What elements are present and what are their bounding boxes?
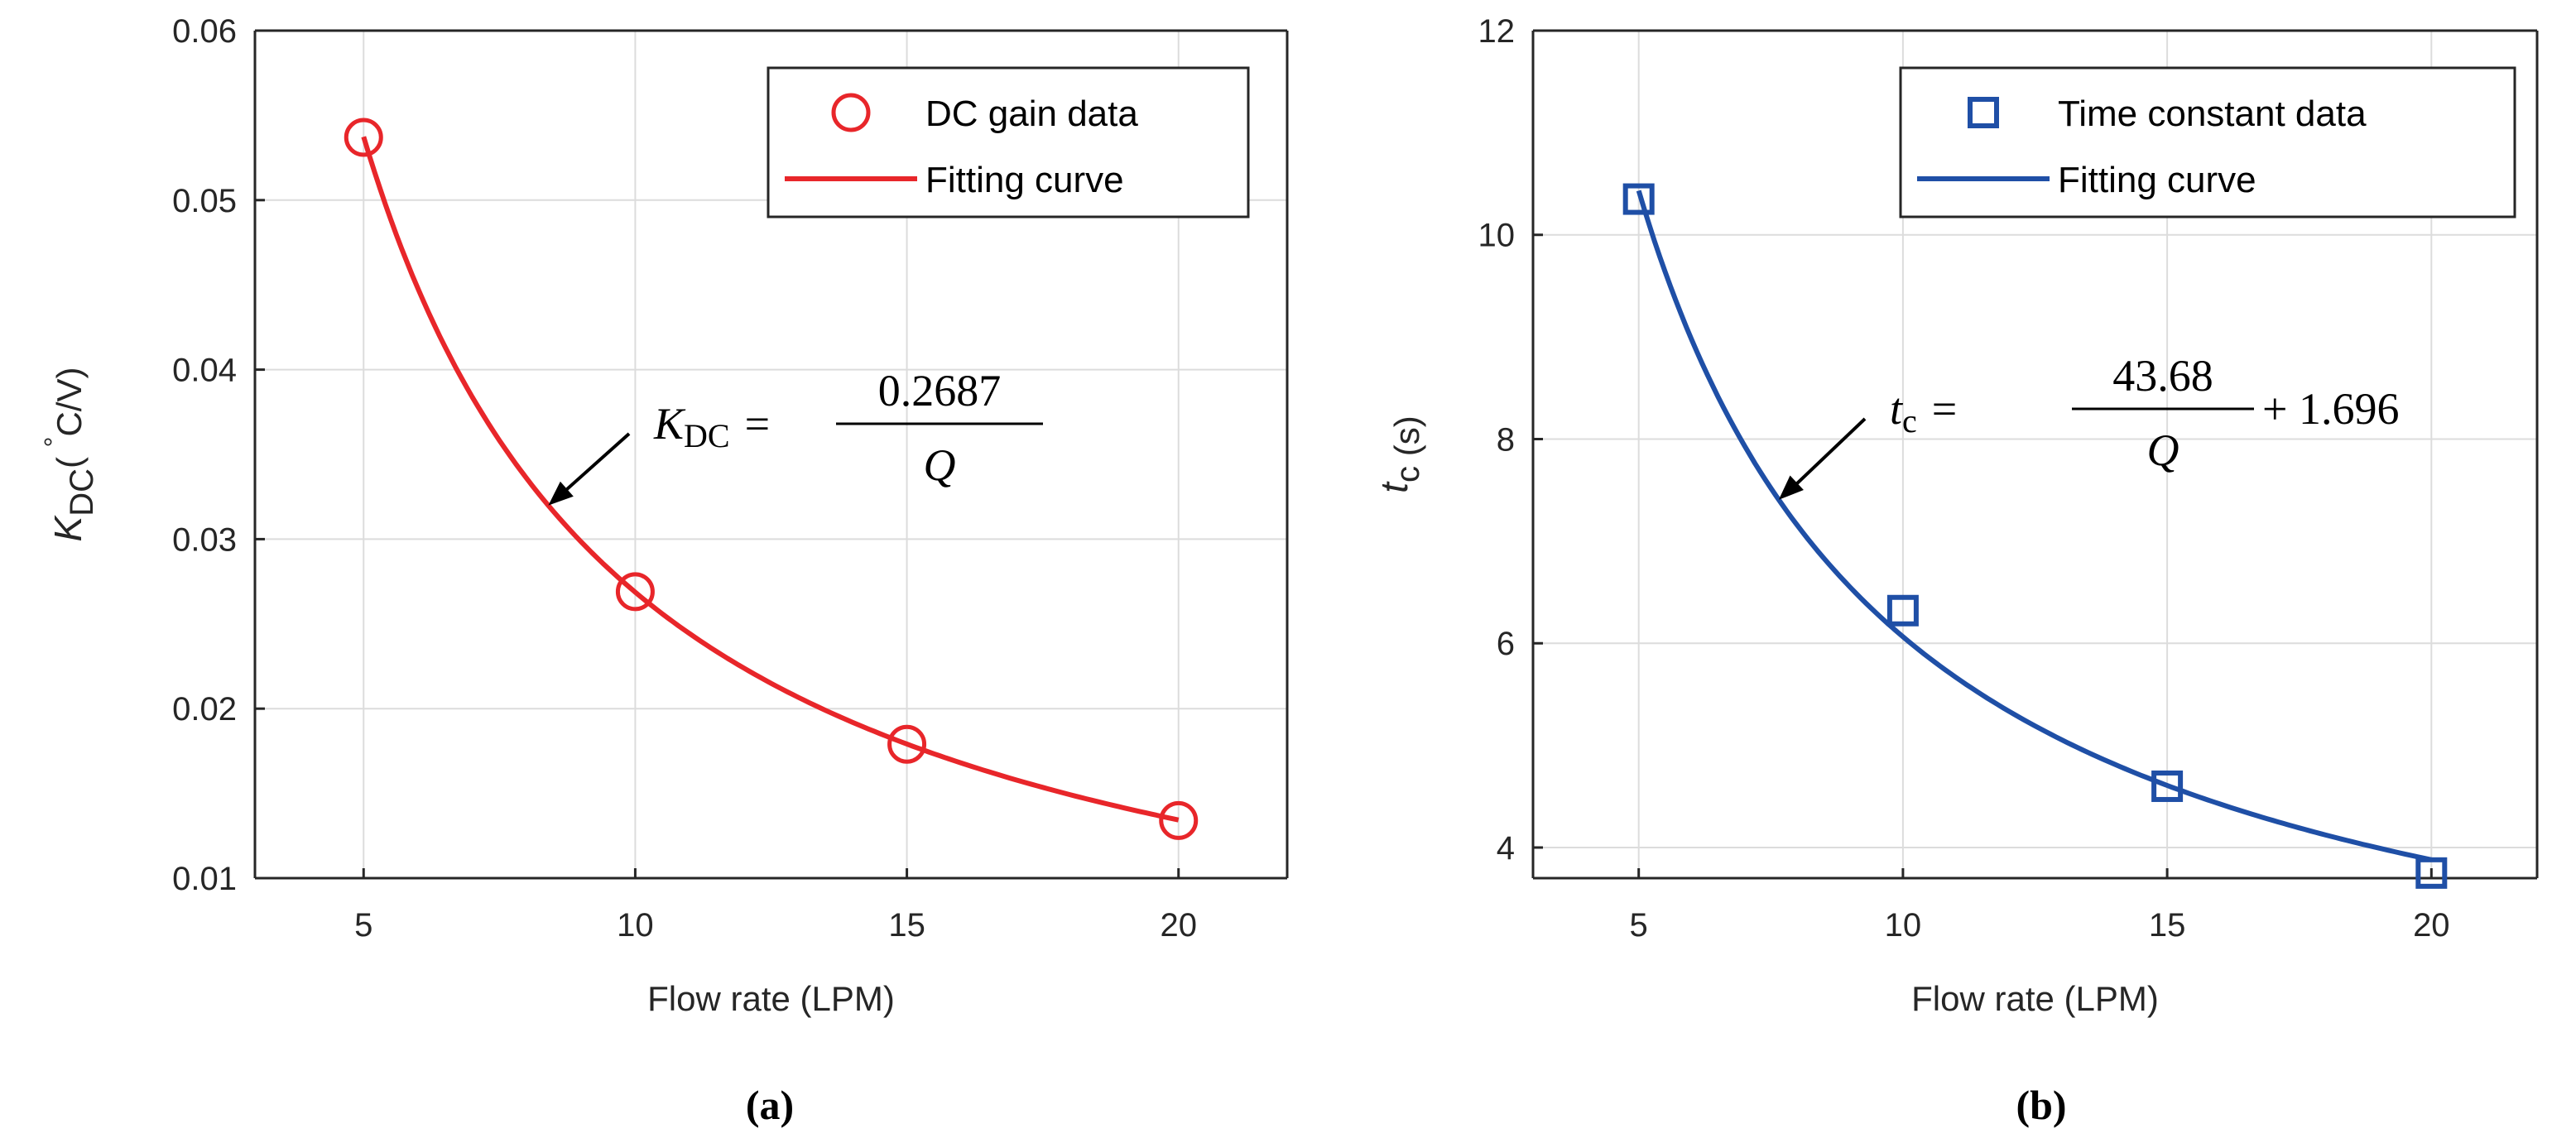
annotation-arrow-line — [559, 432, 631, 497]
equation-numerator: 43.68 — [2112, 351, 2213, 401]
y-axis-label: KDC( °C/V) — [39, 367, 100, 542]
fit-equation: tc = 43.68 Q + 1.696 — [1890, 351, 2399, 475]
legend-label: Fitting curve — [925, 160, 1124, 200]
annotation-arrow-head — [1778, 475, 1804, 500]
y-tick-label: 0.02 — [172, 691, 237, 728]
chart-a: 5 10 15 20 0.01 0.02 0.03 0.04 0.05 0.06 Flow rate… — [39, 13, 1289, 1128]
y-tick-label: 0.04 — [172, 353, 237, 389]
data-point — [615, 572, 655, 612]
legend-box — [767, 66, 1250, 219]
x-tick-label: 15 — [888, 907, 925, 944]
x-tick-label: 10 — [1885, 907, 1922, 944]
annotation-arrow-line — [1789, 417, 1867, 492]
y-tick-label: 0.03 — [172, 521, 237, 558]
y-label-unit: C/V) — [50, 367, 89, 437]
data-point — [1886, 594, 1919, 627]
x-tick-label: 20 — [2413, 907, 2450, 944]
y-axis-label: tc (s) — [1372, 415, 1426, 492]
fit-equation: KDC = 0.2687 Q — [653, 366, 1043, 490]
equation-subscript: DC — [684, 417, 730, 454]
y-tick-label: 0.01 — [172, 861, 237, 897]
y-tick-label: 6 — [1497, 626, 1515, 662]
legend-label: DC gain data — [925, 94, 1138, 134]
equation-subscript: c — [1902, 402, 1917, 439]
data-point — [1159, 800, 1199, 840]
equation-equals: = — [1932, 384, 1957, 434]
fitting-curve — [361, 136, 1180, 823]
legend-label: Time constant data — [2058, 94, 2367, 134]
y-label-unit: (s) — [1387, 415, 1426, 466]
x-axis-label: Flow rate (LPM) — [1911, 979, 2159, 1018]
equation-lhs: tc = — [1890, 384, 1957, 439]
y-label-unit-prefix: ( — [50, 447, 89, 468]
panel-caption: (b) — [2016, 1082, 2066, 1128]
legend-marker-square — [1968, 97, 1999, 128]
equation-equals: = — [745, 399, 770, 449]
equation-denominator: Q — [2147, 425, 2180, 475]
equation-tail: + 1.696 — [2262, 384, 2399, 434]
y-tick-label: 10 — [1478, 218, 1516, 254]
data-point — [1622, 183, 1655, 215]
x-axis-label: Flow rate (LPM) — [647, 979, 895, 1018]
x-tick-label: 5 — [354, 907, 372, 944]
data-point — [344, 118, 383, 157]
annotation-arrow-head — [548, 481, 574, 506]
y-label-subscript: c — [1390, 466, 1426, 483]
x-tick-label: 15 — [2149, 907, 2186, 944]
y-label-symbol: t — [1372, 481, 1415, 493]
legend-marker-circle — [831, 93, 871, 132]
equation-denominator: Q — [924, 440, 956, 490]
data-point — [2415, 857, 2448, 889]
y-label-symbol: K — [46, 514, 89, 541]
y-tick-label: 4 — [1497, 830, 1515, 867]
equation-lhs: KDC = — [653, 399, 770, 454]
panel-caption: (a) — [746, 1082, 794, 1128]
equation-numerator: 0.2687 — [878, 366, 1002, 415]
data-point — [887, 724, 927, 764]
equation-symbol: t — [1890, 384, 1904, 434]
x-tick-label: 5 — [1630, 907, 1648, 944]
equation-symbol: K — [653, 399, 686, 449]
fitting-curve — [1636, 190, 2432, 862]
legend-label: Fitting curve — [2058, 160, 2256, 200]
y-label-degree: ° — [39, 437, 69, 448]
x-tick-label: 10 — [617, 907, 654, 944]
y-tick-label: 0.06 — [172, 13, 237, 50]
y-tick-label: 0.05 — [172, 183, 237, 219]
y-tick-label: 12 — [1478, 13, 1516, 50]
y-label-subscript: DC — [64, 468, 100, 516]
x-tick-label: 20 — [1160, 907, 1197, 944]
y-tick-label: 8 — [1497, 421, 1515, 458]
legend-box — [1899, 66, 2516, 219]
data-point — [2151, 770, 2184, 802]
